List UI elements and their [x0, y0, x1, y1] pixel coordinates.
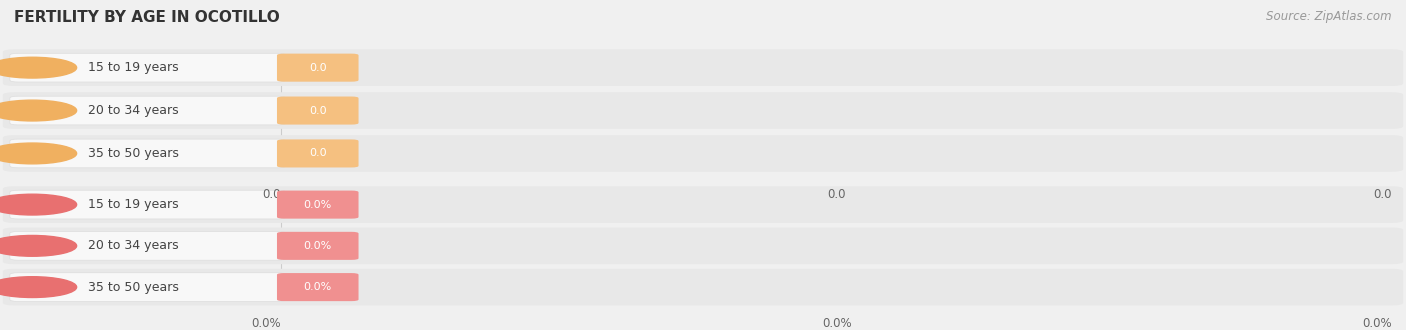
FancyBboxPatch shape: [277, 96, 359, 124]
FancyBboxPatch shape: [10, 232, 285, 260]
Text: 0.0%: 0.0%: [1362, 317, 1392, 330]
Circle shape: [0, 277, 77, 298]
FancyBboxPatch shape: [3, 228, 1403, 264]
Text: 0.0%: 0.0%: [304, 282, 332, 292]
FancyBboxPatch shape: [3, 135, 1403, 172]
Circle shape: [0, 194, 77, 215]
FancyBboxPatch shape: [10, 190, 285, 219]
Text: 35 to 50 years: 35 to 50 years: [87, 147, 179, 160]
FancyBboxPatch shape: [277, 139, 359, 168]
Text: 15 to 19 years: 15 to 19 years: [87, 61, 179, 74]
Circle shape: [0, 100, 77, 121]
FancyBboxPatch shape: [277, 232, 359, 260]
Text: 0.0: 0.0: [827, 188, 846, 201]
Text: 15 to 19 years: 15 to 19 years: [87, 198, 179, 211]
FancyBboxPatch shape: [3, 92, 1403, 129]
FancyBboxPatch shape: [10, 96, 285, 125]
Text: FERTILITY BY AGE IN OCOTILLO: FERTILITY BY AGE IN OCOTILLO: [14, 10, 280, 25]
FancyBboxPatch shape: [10, 53, 285, 82]
FancyBboxPatch shape: [10, 139, 285, 168]
Text: 0.0%: 0.0%: [252, 317, 281, 330]
Text: 0.0: 0.0: [309, 148, 326, 158]
FancyBboxPatch shape: [3, 269, 1403, 306]
FancyBboxPatch shape: [277, 53, 359, 82]
FancyBboxPatch shape: [10, 273, 285, 302]
Text: 0.0%: 0.0%: [821, 317, 852, 330]
Text: 0.0%: 0.0%: [304, 200, 332, 210]
Text: Source: ZipAtlas.com: Source: ZipAtlas.com: [1267, 10, 1392, 23]
Circle shape: [0, 236, 77, 256]
Text: 0.0%: 0.0%: [304, 241, 332, 251]
Circle shape: [0, 57, 77, 78]
FancyBboxPatch shape: [3, 49, 1403, 86]
FancyBboxPatch shape: [277, 273, 359, 301]
Text: 0.0: 0.0: [1374, 188, 1392, 201]
Text: 20 to 34 years: 20 to 34 years: [87, 239, 179, 252]
Text: 0.0: 0.0: [309, 63, 326, 73]
FancyBboxPatch shape: [277, 191, 359, 218]
Text: 0.0: 0.0: [263, 188, 281, 201]
Circle shape: [0, 143, 77, 164]
Text: 20 to 34 years: 20 to 34 years: [87, 104, 179, 117]
Text: 35 to 50 years: 35 to 50 years: [87, 280, 179, 294]
Text: 0.0: 0.0: [309, 106, 326, 116]
FancyBboxPatch shape: [3, 186, 1403, 223]
